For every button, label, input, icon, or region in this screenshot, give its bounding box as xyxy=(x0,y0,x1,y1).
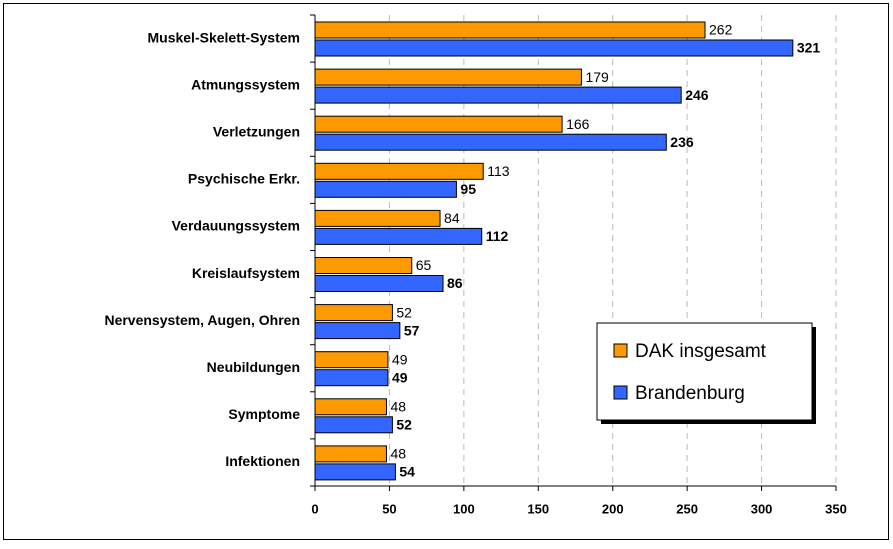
data-label: 48 xyxy=(390,446,406,462)
bar xyxy=(314,133,667,151)
bar xyxy=(314,39,794,57)
bar xyxy=(314,68,582,86)
x-tick-label: 250 xyxy=(676,501,698,516)
y-tick-label: Psychische Erkr. xyxy=(188,171,300,187)
data-label: 49 xyxy=(392,369,408,385)
bar xyxy=(314,304,393,322)
data-label: 49 xyxy=(392,351,408,367)
y-tick-label: Atmungssystem xyxy=(191,76,300,92)
legend xyxy=(596,322,813,421)
data-label: 48 xyxy=(390,399,406,415)
y-tick-label: Nervensystem, Augen, Ohren xyxy=(104,312,300,328)
x-tick-label: 50 xyxy=(382,501,396,516)
bar xyxy=(314,445,387,463)
y-tick-label: Kreislaufsystem xyxy=(192,265,300,281)
data-label: 86 xyxy=(447,275,463,291)
y-tick-label: Infektionen xyxy=(225,453,300,469)
data-label: 95 xyxy=(460,181,476,197)
y-tick-label: Muskel-Skelett-System xyxy=(147,29,300,45)
x-tick-label: 0 xyxy=(311,501,318,516)
data-label: 54 xyxy=(399,464,415,480)
bar xyxy=(314,227,483,245)
bar xyxy=(314,275,444,292)
bar xyxy=(314,351,389,369)
bar xyxy=(314,115,563,133)
bar xyxy=(314,180,457,198)
data-label: 57 xyxy=(404,322,420,338)
x-tick-label: 150 xyxy=(527,501,549,516)
legend-swatch xyxy=(613,343,628,358)
y-tick-label: Verletzungen xyxy=(213,123,300,139)
bar xyxy=(314,209,441,227)
x-tick-label: 200 xyxy=(602,501,624,516)
data-label: 52 xyxy=(396,304,412,320)
bar xyxy=(314,398,387,416)
y-tick-label: Symptome xyxy=(228,406,300,422)
data-label: 65 xyxy=(416,257,432,273)
data-label: 52 xyxy=(396,417,412,433)
y-tick-label: Verdauungssystem xyxy=(172,218,300,234)
bar xyxy=(314,416,393,434)
bar xyxy=(314,21,706,39)
data-label: 179 xyxy=(585,69,609,85)
data-label: 166 xyxy=(566,116,590,132)
x-tick-label: 300 xyxy=(751,501,773,516)
bar xyxy=(314,463,396,481)
bar xyxy=(314,86,682,104)
data-label: 246 xyxy=(685,87,709,103)
bar xyxy=(314,369,389,387)
legend-label: Brandenburg xyxy=(635,383,745,404)
data-label: 112 xyxy=(486,228,509,244)
bar xyxy=(314,257,413,274)
y-tick-label: Neubildungen xyxy=(207,359,300,375)
x-tick-label: 350 xyxy=(825,501,847,516)
bar xyxy=(314,162,484,180)
data-label: 321 xyxy=(797,40,821,56)
legend-label: DAK insgesamt xyxy=(635,341,767,362)
data-label: 84 xyxy=(444,210,460,226)
legend-swatch xyxy=(613,385,628,400)
data-label: 113 xyxy=(487,163,510,179)
x-tick-label: 100 xyxy=(453,501,475,516)
data-label: 262 xyxy=(709,22,733,38)
data-label: 236 xyxy=(670,134,694,150)
bar xyxy=(314,322,401,340)
